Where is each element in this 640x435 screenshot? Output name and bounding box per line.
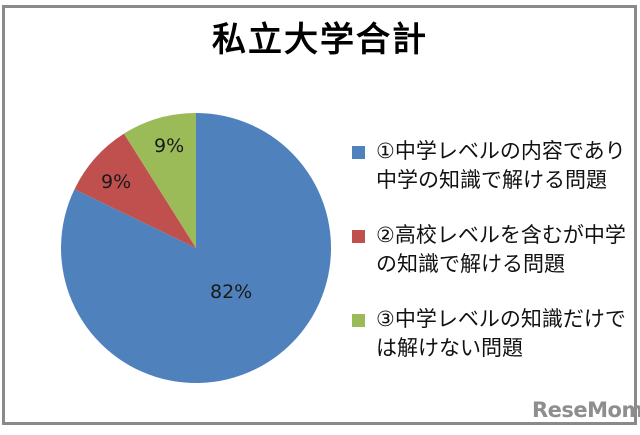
pie-label-1: 82% [210,281,252,303]
legend-item-2: ②高校レベルを含むが中学の知識で解ける問題 [350,221,630,279]
legend-swatch-3 [352,314,365,327]
pie-slice-1 [61,112,332,383]
pie-label-2: 9% [101,171,131,193]
chart-title: 私立大学合計 [212,20,428,60]
legend-item-3: ③中学レベルの知識だけでは解けない問題 [350,305,630,363]
legend-swatch-2 [352,230,365,243]
legend-label-1: ①中学レベルの内容であり中学の知識で解ける問題 [376,139,626,192]
pie-label-3: 9% [154,135,184,157]
pie-slice-3 [124,112,196,248]
legend-label-3: ③中学レベルの知識だけでは解けない問題 [376,307,626,360]
pie-slice-2 [74,133,196,248]
legend-swatch-1 [352,146,365,159]
legend-label-2: ②高校レベルを含むが中学の知識で解ける問題 [376,223,626,276]
legend-item-1: ①中学レベルの内容であり中学の知識で解ける問題 [350,137,630,195]
resemom-logo: ReseMom [532,398,640,422]
legend: ①中学レベルの内容であり中学の知識で解ける問題 ②高校レベルを含むが中学の知識で… [350,137,630,389]
